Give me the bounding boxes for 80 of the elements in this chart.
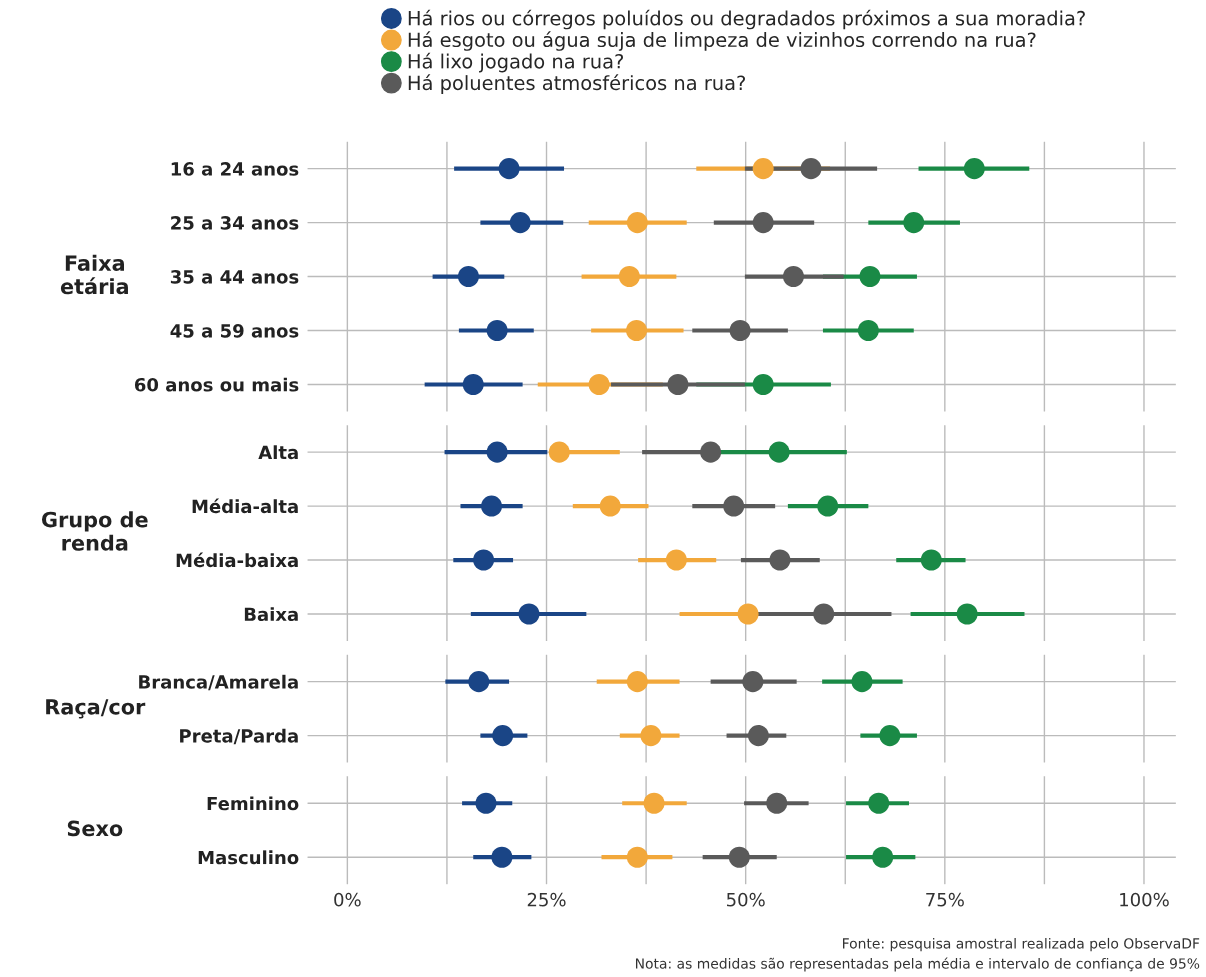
y-tick-label: 35 a 44 anos (170, 270, 299, 284)
point (473, 549, 495, 571)
point (462, 373, 484, 396)
point (491, 846, 513, 868)
point (665, 549, 687, 571)
point (963, 158, 985, 180)
point (872, 846, 894, 868)
point (956, 603, 978, 625)
point (626, 319, 648, 342)
point (618, 266, 640, 288)
y-tick-label: Masculino (198, 850, 299, 865)
legend-label: Há rios ou córregos poluídos ou degradados próximos a sua moradia? (408, 9, 1085, 30)
y-tick-label: Branca/Amarela (139, 674, 298, 691)
y-tick-label: Feminino (207, 796, 299, 811)
point (752, 373, 774, 396)
point (737, 603, 759, 625)
x-tick-label: 50% (727, 892, 765, 907)
point (486, 319, 508, 342)
point (643, 792, 665, 814)
point (766, 792, 788, 814)
point (700, 441, 722, 463)
point (640, 725, 662, 747)
point (752, 158, 774, 180)
point (728, 846, 750, 868)
y-tick-label: 45 a 59 anos (170, 324, 299, 338)
point (729, 319, 751, 342)
point (468, 671, 490, 693)
legend-label: Há lixo jogado na rua? (408, 52, 624, 73)
y-axis-title: Raça/cor (46, 699, 146, 719)
point (903, 212, 925, 234)
point (857, 319, 879, 342)
point (768, 441, 790, 463)
y-tick-label: 60 anos ou mais (134, 377, 299, 392)
legend-label: Há esgoto ou água suja de limpeza de vizinhos correndo na rua? (408, 31, 1036, 51)
y-axis-title: Faixa etária (60, 254, 128, 295)
point (782, 266, 804, 288)
point (626, 212, 648, 234)
point (747, 725, 769, 747)
point (626, 846, 648, 868)
point (868, 792, 890, 814)
x-tick-label: 100% (1120, 892, 1169, 907)
point (475, 792, 497, 814)
y-axis-title: Grupo de renda (41, 511, 148, 551)
point (548, 441, 570, 463)
point (486, 441, 508, 463)
text: Nota: as medidas são representadas pela média e intervalo de confiança de 95% (635, 957, 1200, 972)
point (509, 212, 531, 234)
source-note: Fonte: pesquisa amostral realizada pelo ObservaDF (843, 937, 1200, 952)
legend-label: Há poluentes atmosféricos na rua? (408, 74, 746, 94)
y-axis-title: Sexo (67, 820, 123, 837)
point (481, 495, 503, 517)
point (667, 373, 689, 396)
point (492, 725, 514, 747)
y-tick-label: 25 a 34 anos (171, 216, 299, 230)
y-tick-label: Média-baixa (176, 552, 298, 568)
y-tick-label: Baixa (244, 607, 298, 622)
point (879, 725, 901, 747)
point (813, 603, 835, 625)
point (626, 671, 648, 693)
point (723, 495, 745, 517)
y-tick-label: Média-alta (192, 498, 298, 514)
point (498, 158, 520, 180)
point (920, 549, 942, 571)
point (851, 671, 873, 693)
y-tick-label: Preta/Parda (180, 728, 298, 745)
point (742, 671, 764, 693)
point (800, 158, 822, 180)
x-tick-label: 25% (527, 892, 566, 907)
point (599, 495, 621, 517)
x-tick-label: 75% (926, 892, 964, 907)
point (752, 212, 774, 234)
point (457, 266, 479, 288)
point (817, 495, 839, 517)
point (518, 603, 540, 625)
point (588, 373, 610, 396)
point (769, 549, 791, 571)
y-tick-label: 16 a 24 anos (171, 162, 299, 176)
y-tick-label: Alta (258, 445, 298, 460)
x-tick-label: 0% (334, 892, 361, 907)
point (859, 266, 881, 288)
